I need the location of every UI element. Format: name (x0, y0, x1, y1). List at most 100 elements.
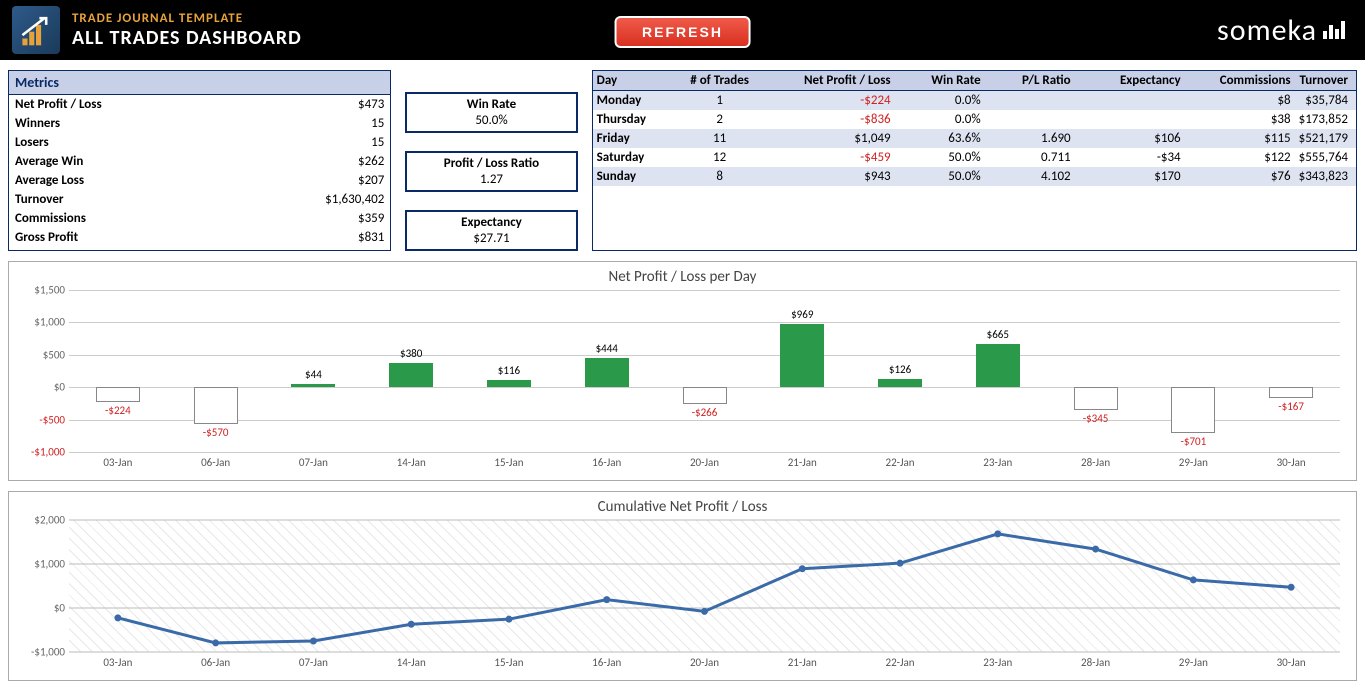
table-cell: Friday (593, 129, 675, 148)
bar-value-label: -$167 (1261, 400, 1321, 413)
kpi-value: 50.0% (407, 113, 575, 128)
table-cell (1075, 110, 1185, 129)
line-chart-title: Cumulative Net Profit / Loss (17, 496, 1348, 520)
metric-row: Turnover$1,630,402 (9, 190, 390, 209)
kpi-value: $27.71 (407, 231, 575, 246)
table-cell: 63.6% (895, 129, 985, 148)
y-axis-label: $1,000 (17, 558, 65, 571)
x-axis-label: 28-Jan (1081, 456, 1110, 469)
metric-row: Commissions $359 (9, 209, 390, 228)
table-cell: 2 (675, 110, 765, 129)
metric-label: Average Win (15, 154, 83, 169)
bar-value-label: $44 (283, 368, 343, 381)
metric-row: Average Loss$207 (9, 171, 390, 190)
brand-logo: someka (1217, 12, 1345, 49)
x-axis-label: 15-Jan (494, 656, 523, 669)
table-header-cell: Net Profit / Loss (765, 71, 895, 90)
x-axis-label: 07-Jan (299, 656, 328, 669)
table-cell: 0.0% (895, 110, 985, 129)
x-axis-label: 06-Jan (201, 456, 230, 469)
kpi-box: Win Rate50.0% (405, 92, 577, 133)
kpi-label: Profit / Loss Ratio (407, 156, 575, 171)
metric-label: Commissions (15, 211, 86, 226)
table-cell: $106 (1075, 129, 1185, 148)
table-cell: $173,852 (1295, 110, 1356, 129)
metric-value: $207 (358, 173, 384, 188)
bar-value-label: $116 (479, 364, 539, 377)
template-name: TRADE JOURNAL TEMPLATE (72, 11, 302, 26)
refresh-button[interactable]: REFRESH (614, 16, 751, 48)
x-axis-label: 22-Jan (885, 456, 914, 469)
metric-value: $831 (358, 230, 384, 245)
table-header-cell: Day (593, 71, 675, 90)
x-axis-label: 23-Jan (983, 656, 1012, 669)
table-cell: 0.0% (895, 91, 985, 110)
table-header-cell: # of Trades (675, 71, 765, 90)
metric-value: 15 (371, 135, 384, 150)
x-axis-label: 16-Jan (592, 656, 621, 669)
x-axis-label: 14-Jan (397, 656, 426, 669)
bar-value-label: -$345 (1066, 412, 1126, 425)
bar-chart-panel: Net Profit / Loss per Day $1,500 $1,000 $5… (8, 261, 1357, 481)
x-axis-label: 29-Jan (1179, 656, 1208, 669)
table-cell: $8 (1185, 91, 1295, 110)
table-cell: 50.0% (895, 148, 985, 167)
table-row: Monday1-$2240.0%$8$35,784 (593, 91, 1356, 110)
table-cell: 1 (675, 91, 765, 110)
x-axis-label: 30-Jan (1277, 456, 1306, 469)
x-axis-label: 14-Jan (397, 456, 426, 469)
x-axis-label: 06-Jan (201, 656, 230, 669)
bar-value-label: $665 (968, 328, 1028, 341)
table-cell: $555,764 (1295, 148, 1356, 167)
metric-label: Winners (15, 116, 60, 131)
table-cell: -$836 (765, 110, 895, 129)
x-axis-label: 30-Jan (1277, 656, 1306, 669)
metrics-panel: Metrics Net Profit / Loss$473Winners15Lo… (8, 70, 391, 251)
bar-value-label: -$266 (675, 406, 735, 419)
table-header-cell: Commissions (1185, 71, 1295, 90)
bar-value-label: -$224 (88, 404, 148, 417)
kpi-box: Expectancy$27.71 (405, 210, 577, 251)
bar-chart-title: Net Profit / Loss per Day (17, 266, 1348, 290)
metric-value: $473 (358, 97, 384, 112)
metric-label: Turnover (15, 192, 64, 207)
bar-value-label: $444 (577, 342, 637, 355)
x-axis-label: 21-Jan (788, 656, 817, 669)
kpi-box: Profit / Loss Ratio1.27 (405, 151, 577, 192)
metric-row: Losers15 (9, 133, 390, 152)
table-cell: Monday (593, 91, 675, 110)
x-axis-label: 20-Jan (690, 456, 719, 469)
table-row: Thursday2-$8360.0%$38$173,852 (593, 110, 1356, 129)
table-row: Saturday12-$45950.0%0.711-$34$122$555,76… (593, 148, 1356, 167)
x-axis-label: 28-Jan (1081, 656, 1110, 669)
metrics-heading: Metrics (9, 71, 390, 95)
y-axis-label: $1,500 (17, 284, 65, 297)
table-cell: -$224 (765, 91, 895, 110)
kpi-column: Win Rate50.0% Profit / Loss Ratio1.27 Expe… (405, 70, 577, 251)
table-cell: 12 (675, 148, 765, 167)
kpi-value: 1.27 (407, 172, 575, 187)
table-cell: -$459 (765, 148, 895, 167)
metric-value: 15 (371, 116, 384, 131)
table-cell: Saturday (593, 148, 675, 167)
table-cell: 0.711 (985, 148, 1075, 167)
metric-label: Gross Profit (15, 230, 78, 245)
x-axis-label: 22-Jan (885, 656, 914, 669)
table-cell: $38 (1185, 110, 1295, 129)
metric-row: Winners 15 (9, 114, 390, 133)
table-cell (1075, 91, 1185, 110)
x-axis-label: 21-Jan (788, 456, 817, 469)
table-cell: $1,049 (765, 129, 895, 148)
metric-row: Gross Profit $831 (9, 228, 390, 247)
x-axis-label: 20-Jan (690, 656, 719, 669)
table-cell (985, 91, 1075, 110)
y-axis-label: $1,000 (17, 316, 65, 329)
y-axis-label: $500 (17, 348, 65, 361)
table-cell: $521,179 (1295, 129, 1356, 148)
metric-value: $359 (358, 211, 384, 226)
page-title: ALL TRADES DASHBOARD (72, 26, 302, 50)
x-axis-label: 15-Jan (494, 456, 523, 469)
table-header-cell: Turnover (1295, 71, 1356, 90)
y-axis-label: $0 (17, 381, 65, 394)
metric-label: Net Profit / Loss (15, 97, 102, 112)
